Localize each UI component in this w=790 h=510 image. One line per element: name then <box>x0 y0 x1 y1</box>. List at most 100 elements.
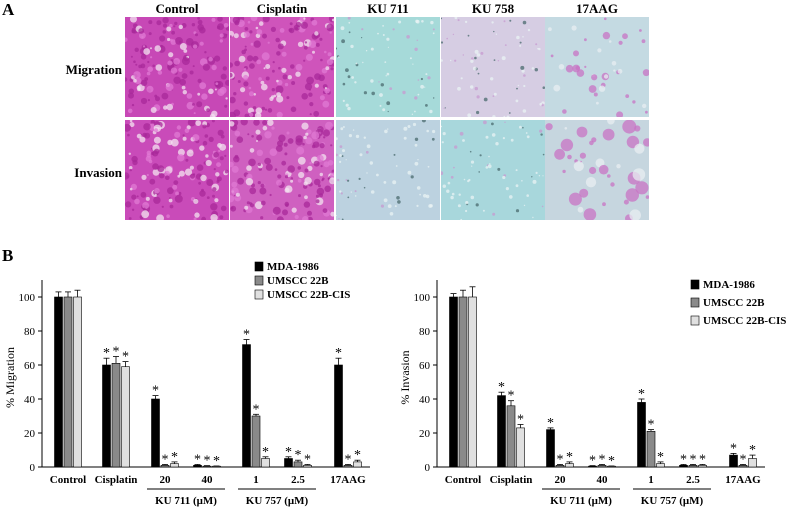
significance-marker: * <box>680 452 687 467</box>
bar <box>516 427 525 468</box>
significance-marker: * <box>699 452 706 467</box>
legend-swatch <box>690 279 700 290</box>
bar <box>468 296 477 468</box>
bar-group: *** <box>102 345 130 468</box>
significance-marker: * <box>508 389 515 404</box>
significance-marker: * <box>547 416 554 431</box>
bar-group: *** <box>679 452 707 467</box>
significance-marker: * <box>285 445 292 460</box>
bar <box>334 364 343 468</box>
significance-marker: * <box>213 454 220 469</box>
significance-marker: * <box>608 454 615 469</box>
x-tick-label: Control <box>445 474 481 486</box>
significance-marker: * <box>262 445 269 460</box>
significance-marker: * <box>295 448 302 463</box>
legend-swatch <box>254 289 264 300</box>
bar <box>546 429 555 468</box>
significance-marker: * <box>690 452 697 467</box>
significance-marker: * <box>345 452 352 467</box>
bar-group: *** <box>729 441 757 468</box>
legend-label: UMSCC 22B-CIS <box>703 315 786 327</box>
legend-label: UMSCC 22B <box>267 275 329 287</box>
y-tick-label: 20 <box>419 428 431 440</box>
x-tick-label: 40 <box>597 474 609 486</box>
legend: MDA-1986 UMSCC 22B UMSCC 22B-CIS <box>690 279 786 327</box>
significance-marker: * <box>162 452 169 467</box>
significance-marker: * <box>599 452 606 467</box>
significance-marker: * <box>740 452 747 467</box>
micrograph-migration-cisplatin <box>230 17 334 117</box>
x-tick-label: Cisplatin <box>490 474 533 486</box>
micrograph-migration-control <box>125 17 229 117</box>
bar-group: *** <box>193 452 221 469</box>
column-label-cisplatin: Cisplatin <box>256 1 308 16</box>
legend-label: MDA-1986 <box>267 261 319 273</box>
bar <box>121 366 130 468</box>
row-label-migration: Migration <box>65 62 122 77</box>
x-tick-label: Cisplatin <box>95 474 138 486</box>
x-tick-label: Control <box>50 474 86 486</box>
y-axis-label: % Migration <box>3 347 17 408</box>
significance-marker: * <box>122 350 129 365</box>
y-tick-label: 60 <box>24 360 36 372</box>
bar-group: *** <box>588 452 616 469</box>
x-tick-label: 2.5 <box>291 474 305 486</box>
column-label-ku711: KU 711 <box>367 1 409 16</box>
bar <box>251 415 261 468</box>
micrograph-migration-17aag <box>545 17 649 117</box>
micrograph-invasion-control <box>125 120 229 220</box>
y-tick-label: 0 <box>425 462 431 474</box>
x-tick-label: 17AAG <box>330 474 366 486</box>
x-tick-label: 2.5 <box>686 474 700 486</box>
legend-swatch <box>690 297 700 308</box>
significance-marker: * <box>335 346 342 361</box>
y-tick-label: 80 <box>419 326 431 338</box>
x-tick-label: 1 <box>253 474 259 486</box>
bar <box>151 398 160 468</box>
bar-group: *** <box>546 416 574 468</box>
micrograph-invasion-cisplatin <box>230 120 334 220</box>
significance-marker: * <box>194 452 201 467</box>
bar <box>637 402 646 468</box>
group-label: KU 757 (μM) <box>246 495 309 507</box>
bar <box>63 296 73 468</box>
y-tick-label: 100 <box>414 292 431 304</box>
bar <box>497 395 506 468</box>
x-tick-label: 20 <box>160 474 172 486</box>
significance-marker: * <box>103 346 110 361</box>
y-tick-label: 100 <box>19 292 36 304</box>
axes: 0 20 40 60 80 100 <box>414 280 765 474</box>
bar <box>506 405 516 468</box>
micrograph-invasion-ku758 <box>441 120 545 220</box>
bar <box>458 296 468 468</box>
legend: MDA-1986 UMSCC 22B UMSCC 22B-CIS <box>254 261 350 301</box>
y-tick-label: 80 <box>24 326 36 338</box>
significance-marker: * <box>171 450 178 465</box>
significance-marker: * <box>657 450 664 465</box>
significance-marker: * <box>638 387 645 402</box>
x-tick-label: 17AAG <box>725 474 761 486</box>
bar-group: *** <box>242 328 270 468</box>
micrograph-migration-ku711 <box>336 17 440 117</box>
y-axis-label: % Invasion <box>398 350 412 404</box>
bar <box>729 454 738 468</box>
bar <box>646 431 656 468</box>
legend-swatch <box>690 315 700 326</box>
significance-marker: * <box>589 454 596 469</box>
bar <box>111 363 121 468</box>
bar <box>102 364 111 468</box>
group-label: KU 711 (μM) <box>550 495 612 507</box>
column-label-control: Control <box>155 1 199 16</box>
bar-group <box>54 289 82 468</box>
y-tick-label: 40 <box>419 394 431 406</box>
significance-marker: * <box>243 328 250 343</box>
micrograph-invasion-ku711 <box>336 120 440 220</box>
significance-marker: * <box>498 380 505 395</box>
legend-label: UMSCC 22B <box>703 297 765 309</box>
y-tick-label: 40 <box>24 394 36 406</box>
significance-marker: * <box>648 418 655 433</box>
bar <box>54 296 63 468</box>
x-tick-label: 20 <box>555 474 567 486</box>
